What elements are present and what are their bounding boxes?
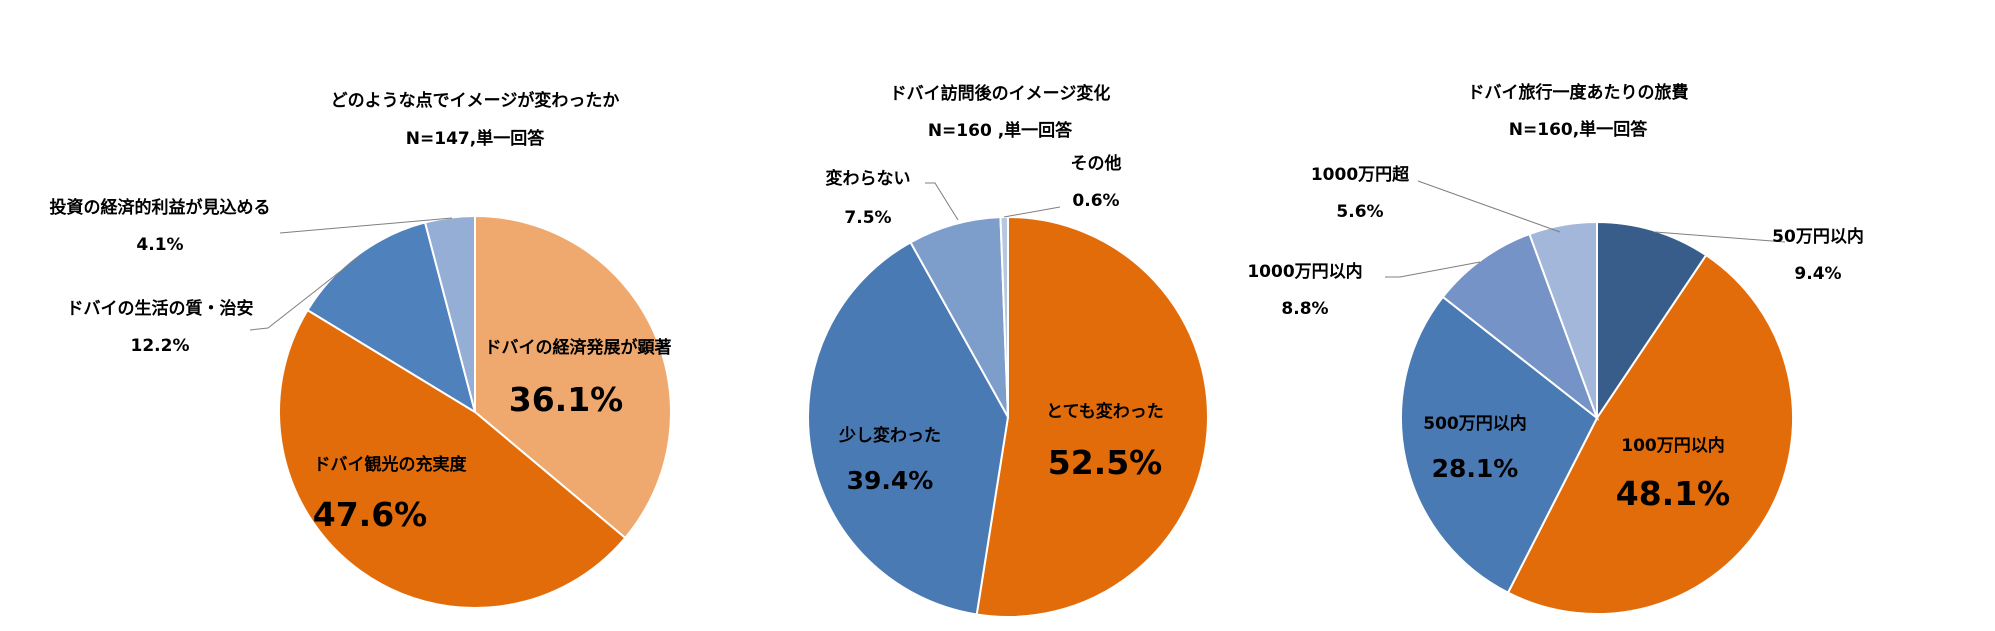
chart2-subtitle: N=160 ,単一回答 bbox=[928, 120, 1073, 141]
chart2-slice-value-0: 52.5% bbox=[1048, 443, 1163, 482]
chart2-leader-2 bbox=[925, 182, 959, 221]
chart1-slice-label-0: ドバイの経済発展が顕著 bbox=[485, 337, 672, 358]
chart3-title: ドバイ旅行一度あたりの旅費 bbox=[1468, 82, 1689, 103]
chart1-slice-value-3: 4.1% bbox=[136, 235, 183, 255]
chart3-slice-4 bbox=[1528, 220, 1598, 419]
chart2-slice-label-2: 変わらない bbox=[826, 168, 911, 189]
chart3-slice-1 bbox=[1506, 253, 1794, 616]
chart1-leader-2 bbox=[249, 255, 361, 331]
chart3-slice-value-1: 48.1% bbox=[1616, 474, 1731, 513]
chart1-slice-0 bbox=[474, 214, 672, 540]
chart1-subtitle: N=147,単一回答 bbox=[406, 128, 545, 149]
chart2-title: ドバイ訪問後のイメージ変化 bbox=[890, 83, 1111, 104]
chart3-slice-label-0: 50万円以内 bbox=[1772, 226, 1864, 247]
chart3-slice-label-2: 500万円以内 bbox=[1423, 413, 1527, 434]
chart3-slice-value-0: 9.4% bbox=[1794, 264, 1841, 284]
chart3-slice-0 bbox=[1596, 220, 1708, 422]
chart1-title: どのような点でイメージが変わったか bbox=[331, 90, 620, 111]
chart3-slice-value-2: 28.1% bbox=[1432, 454, 1519, 483]
chart2-slice-1 bbox=[807, 240, 1010, 616]
chart2-slice-value-3: 0.6% bbox=[1072, 191, 1119, 211]
chart2-slice-0 bbox=[975, 215, 1209, 618]
chart2-slice-label-0: とても変わった bbox=[1046, 401, 1164, 422]
chart1-slice-label-2: ドバイの生活の質・治安 bbox=[67, 298, 254, 319]
chart1-slice-1 bbox=[278, 308, 627, 609]
chart1-slice-2 bbox=[306, 221, 477, 415]
chart3-slice-label-1: 100万円以内 bbox=[1621, 435, 1725, 456]
chart3-slice-value-3: 8.8% bbox=[1281, 299, 1328, 319]
chart1-slice-value-1: 47.6% bbox=[313, 495, 428, 534]
chart1-slice-value-2: 12.2% bbox=[131, 336, 190, 356]
chart2-slice-value-1: 39.4% bbox=[847, 466, 934, 495]
chart2-leader-3 bbox=[1003, 206, 1061, 218]
chart3-leader-0 bbox=[1654, 231, 1786, 243]
chart3-slice-value-4: 5.6% bbox=[1336, 202, 1383, 222]
chart3-subtitle: N=160,単一回答 bbox=[1509, 119, 1648, 140]
chart3-leader-3 bbox=[1385, 261, 1481, 278]
chart1-slice-label-1: ドバイ観光の充実度 bbox=[314, 454, 468, 475]
chart1-slice-value-0: 36.1% bbox=[509, 380, 624, 419]
chart2-slice-value-2: 7.5% bbox=[844, 208, 891, 228]
chart3-slice-label-4: 1000万円超 bbox=[1311, 164, 1410, 185]
chart2-slice-label-1: 少し変わった bbox=[838, 425, 941, 446]
chart3-leader-4 bbox=[1417, 180, 1561, 233]
chart1-slice-label-3: 投資の経済的利益が見込める bbox=[50, 197, 271, 218]
chart3-slice-label-3: 1000万円以内 bbox=[1247, 261, 1362, 282]
chart1-leader-3 bbox=[279, 217, 453, 234]
chart3-slice-3 bbox=[1441, 232, 1600, 421]
chart3-slice-2 bbox=[1400, 295, 1599, 594]
chart2-slice-label-3: その他 bbox=[1071, 153, 1122, 174]
